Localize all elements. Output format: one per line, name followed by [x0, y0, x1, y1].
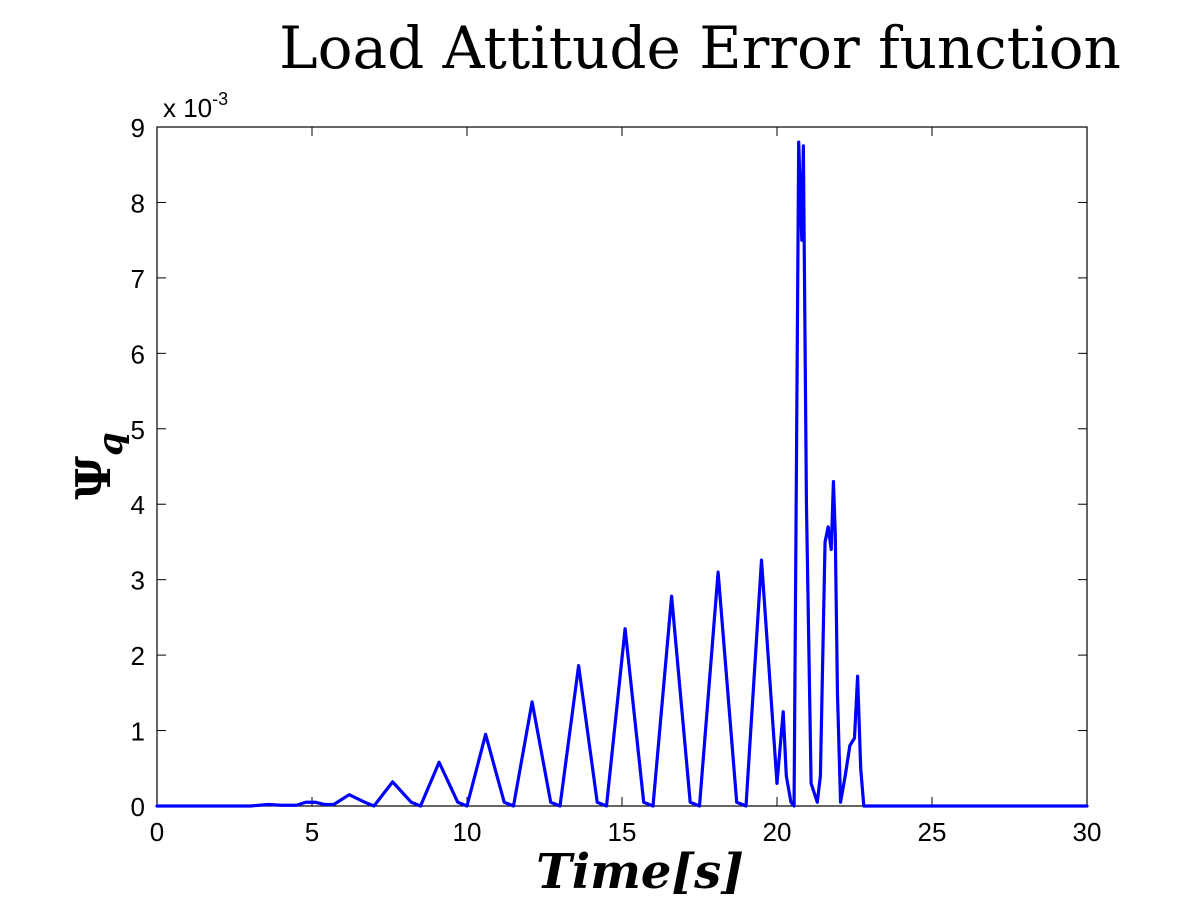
y-exponent-power: -3: [212, 89, 228, 109]
y-tick-label: 7: [131, 264, 145, 294]
series-layer: [155, 140, 1089, 808]
y-axis-label: Ψq: [66, 432, 131, 500]
x-tick-label: 5: [305, 817, 319, 847]
plot-frame: [156, 126, 1088, 807]
y-exponent-base: x 10: [163, 93, 212, 123]
y-exponent-label: x 10-3: [163, 89, 228, 123]
x-tick-label: 15: [608, 817, 637, 847]
x-tick-labels: 0 5 10 15 20 25 30: [150, 817, 1102, 847]
x-tick-label: 25: [918, 817, 947, 847]
y-tick-labels: 0 1 2 3 4 5 6 7 8 9: [131, 113, 145, 822]
x-tick-label: 0: [150, 817, 164, 847]
y-tick-label: 3: [131, 566, 145, 596]
y-tick-label: 2: [131, 641, 145, 671]
y-axis-label-subscript: q: [91, 432, 131, 456]
x-tick-label: 10: [453, 817, 482, 847]
y-tick-label: 0: [131, 792, 145, 822]
x-tick-label: 30: [1073, 817, 1102, 847]
x-axis-label: Time[s]: [536, 844, 744, 900]
y-tick-label: 5: [131, 415, 145, 445]
axes: 0 5 10 15 20 25 30 0 1 2 3 4 5 6 7 8 9: [131, 113, 1102, 847]
y-tick-label: 6: [131, 339, 145, 369]
x-tick-label: 20: [763, 817, 792, 847]
y-tick-label: 8: [131, 188, 145, 218]
y-ticks: [157, 126, 1087, 807]
chart-title: Load Attitude Error function: [279, 14, 1121, 82]
series-line-0: [155, 140, 1089, 808]
y-tick-label: 4: [131, 490, 145, 520]
y-tick-label: 9: [131, 113, 145, 143]
y-tick-label: 1: [131, 717, 145, 747]
y-axis-label-main: Ψ: [66, 456, 122, 500]
